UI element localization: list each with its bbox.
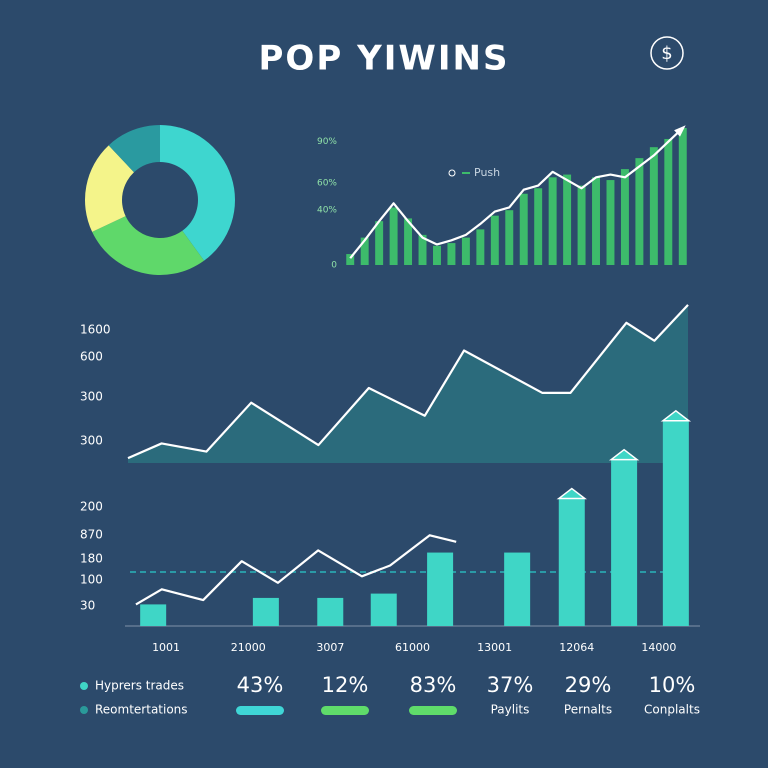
line bbox=[349, 127, 684, 259]
bar-cap bbox=[556, 487, 587, 500]
stat-label: Conplalts bbox=[644, 703, 700, 717]
legend-dot bbox=[80, 682, 88, 690]
bar bbox=[504, 552, 531, 626]
y-axis-label: 600 bbox=[80, 350, 103, 364]
bar bbox=[678, 128, 687, 265]
bar bbox=[447, 243, 456, 265]
y-tick-label: 0 bbox=[331, 261, 337, 271]
x-tick-label: 3007 bbox=[316, 641, 344, 654]
bar bbox=[418, 234, 427, 265]
stat-value: 12% bbox=[322, 673, 369, 697]
bar bbox=[346, 254, 355, 265]
legend-label: Push bbox=[474, 166, 500, 179]
arrow-head bbox=[674, 125, 686, 137]
bar bbox=[370, 593, 397, 626]
x-tick-label: 21000 bbox=[231, 641, 266, 654]
bar bbox=[662, 420, 689, 626]
y-axis-label: 1600 bbox=[80, 323, 111, 337]
bar bbox=[519, 193, 528, 265]
x-tick-label: 61000 bbox=[395, 641, 430, 654]
stat-value: 10% bbox=[649, 673, 696, 697]
bar bbox=[476, 229, 485, 265]
line bbox=[135, 534, 457, 606]
stat-value: 37% bbox=[487, 673, 534, 697]
area-line bbox=[127, 304, 689, 460]
bar bbox=[317, 597, 344, 626]
bar bbox=[606, 180, 615, 265]
y-tick-label: 60% bbox=[317, 178, 337, 188]
stat-pill bbox=[409, 706, 457, 715]
y-tick-label: 90% bbox=[317, 137, 337, 147]
x-tick-label: 12064 bbox=[559, 641, 594, 654]
x-tick-label: 14000 bbox=[641, 641, 676, 654]
bar bbox=[635, 158, 644, 265]
stat-label: Pernalts bbox=[564, 703, 612, 717]
bar bbox=[548, 177, 557, 265]
bar bbox=[360, 237, 369, 265]
y-axis-label: 300 bbox=[80, 434, 103, 448]
x-tick-label: 13001 bbox=[477, 641, 512, 654]
y-tick-label: 40% bbox=[317, 206, 337, 216]
bar bbox=[558, 498, 585, 626]
y-axis-label: 200 bbox=[80, 500, 103, 514]
pie-segment bbox=[85, 145, 134, 232]
bar-cap bbox=[608, 448, 640, 461]
y-axis-label: 30 bbox=[80, 599, 95, 613]
title: POP YIWINS bbox=[259, 39, 510, 79]
area bbox=[128, 304, 688, 463]
bar-cap bbox=[660, 409, 692, 422]
bar bbox=[577, 185, 586, 265]
bar bbox=[592, 177, 600, 265]
bar bbox=[611, 459, 638, 626]
stat-value: 29% bbox=[565, 673, 612, 697]
legend-marker bbox=[448, 169, 456, 177]
y-axis-label: 870 bbox=[80, 528, 103, 542]
bar bbox=[140, 604, 167, 626]
y-axis-label: 300 bbox=[80, 390, 103, 404]
bar bbox=[433, 245, 441, 265]
bar bbox=[620, 169, 629, 265]
bar bbox=[375, 221, 384, 265]
stat-pill bbox=[236, 706, 284, 715]
bar bbox=[505, 210, 514, 265]
bar bbox=[461, 237, 470, 265]
stat-value: 83% bbox=[410, 673, 457, 697]
bar bbox=[649, 147, 658, 265]
bar bbox=[252, 597, 279, 626]
bar bbox=[664, 138, 673, 265]
legend-label: Hyprers trades bbox=[95, 679, 184, 693]
bar bbox=[427, 552, 454, 626]
pie-segment bbox=[108, 125, 160, 173]
y-axis-label: 100 bbox=[80, 573, 103, 587]
legend-label: Reomtertations bbox=[95, 703, 188, 717]
pie-segment bbox=[160, 125, 235, 261]
stat-value: 43% bbox=[237, 673, 284, 697]
bar bbox=[563, 174, 572, 265]
bar bbox=[534, 188, 543, 265]
icon: $ bbox=[661, 43, 672, 64]
bar bbox=[490, 215, 499, 265]
stat-pill bbox=[321, 706, 369, 715]
stat-label: Paylits bbox=[491, 703, 530, 717]
x-tick-label: 1001 bbox=[152, 641, 180, 654]
bar bbox=[404, 218, 413, 265]
icon-ring bbox=[650, 36, 684, 70]
bar bbox=[389, 207, 398, 265]
y-axis-label: 180 bbox=[80, 552, 103, 566]
legend-dot bbox=[80, 706, 88, 714]
pie-segment bbox=[92, 216, 205, 275]
